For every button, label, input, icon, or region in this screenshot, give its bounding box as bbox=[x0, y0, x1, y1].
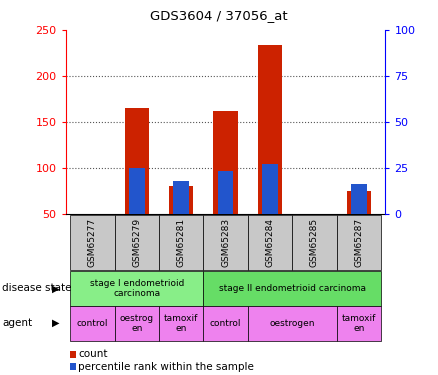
Text: GSM65277: GSM65277 bbox=[88, 217, 97, 267]
Bar bbox=[159, 306, 203, 340]
Bar bbox=[346, 191, 371, 214]
Text: GSM65279: GSM65279 bbox=[132, 217, 141, 267]
Text: agent: agent bbox=[2, 318, 32, 328]
Bar bbox=[213, 111, 238, 214]
Bar bbox=[203, 306, 248, 340]
Bar bbox=[336, 214, 381, 270]
Text: control: control bbox=[77, 319, 108, 328]
Bar bbox=[129, 168, 145, 214]
Bar bbox=[262, 164, 278, 214]
Text: GSM65287: GSM65287 bbox=[354, 217, 363, 267]
Text: control: control bbox=[210, 319, 241, 328]
Text: stage I endometrioid
carcinoma: stage I endometrioid carcinoma bbox=[89, 279, 184, 298]
Bar bbox=[115, 214, 159, 270]
Text: disease state: disease state bbox=[2, 284, 72, 293]
Bar bbox=[336, 306, 381, 340]
Text: GSM65284: GSM65284 bbox=[265, 218, 275, 267]
Text: GSM65285: GSM65285 bbox=[310, 217, 319, 267]
Bar bbox=[203, 271, 381, 306]
Bar bbox=[248, 306, 336, 340]
Text: ▶: ▶ bbox=[52, 284, 60, 293]
Bar bbox=[203, 214, 248, 270]
Bar bbox=[70, 306, 115, 340]
Bar bbox=[173, 181, 189, 214]
Bar bbox=[351, 184, 367, 214]
Text: tamoxif
en: tamoxif en bbox=[342, 314, 376, 333]
Bar bbox=[248, 214, 292, 270]
Text: ▶: ▶ bbox=[52, 318, 60, 328]
Bar bbox=[70, 214, 115, 270]
Bar bbox=[169, 186, 193, 214]
Bar bbox=[124, 108, 149, 214]
Bar bbox=[218, 171, 233, 214]
Text: oestrogen: oestrogen bbox=[269, 319, 315, 328]
Text: tamoxif
en: tamoxif en bbox=[164, 314, 198, 333]
Bar bbox=[70, 271, 203, 306]
Text: GSM65283: GSM65283 bbox=[221, 217, 230, 267]
Text: oestrog
en: oestrog en bbox=[120, 314, 154, 333]
Text: stage II endometrioid carcinoma: stage II endometrioid carcinoma bbox=[219, 284, 366, 293]
Text: GSM65281: GSM65281 bbox=[177, 217, 186, 267]
Bar bbox=[258, 45, 282, 214]
Text: count: count bbox=[78, 350, 107, 359]
Bar bbox=[115, 306, 159, 340]
Text: percentile rank within the sample: percentile rank within the sample bbox=[78, 362, 254, 372]
Text: GDS3604 / 37056_at: GDS3604 / 37056_at bbox=[150, 9, 288, 22]
Bar bbox=[292, 214, 336, 270]
Bar bbox=[159, 214, 203, 270]
